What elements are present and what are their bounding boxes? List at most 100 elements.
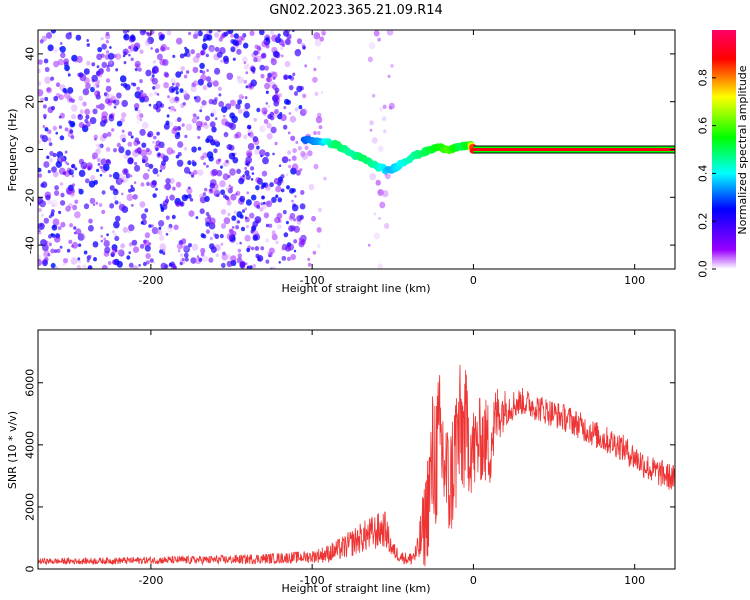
noise-blob: [307, 150, 313, 157]
noise-blob: [206, 69, 209, 72]
noise-blob: [378, 190, 382, 194]
noise-blob: [308, 183, 315, 191]
noise-blob: [74, 199, 79, 204]
noise-blob: [220, 189, 226, 195]
noise-blob: [192, 80, 199, 87]
noise-blob: [251, 225, 257, 231]
noise-blob: [377, 37, 381, 42]
noise-blob: [382, 190, 389, 198]
noise-blob: [38, 89, 44, 97]
noise-blob: [237, 248, 242, 253]
noise-blob: [200, 50, 205, 56]
noise-blob: [174, 86, 179, 91]
x-tick-label: -100: [300, 574, 325, 587]
noise-blob: [225, 145, 229, 149]
noise-blob: [106, 158, 111, 164]
noise-blob: [71, 114, 77, 120]
noise-blob: [183, 52, 188, 57]
noise-blob: [187, 160, 192, 166]
noise-blob: [323, 176, 327, 181]
noise-blob: [193, 33, 198, 39]
noise-blob: [211, 126, 217, 133]
noise-blob: [261, 195, 265, 200]
noise-blob: [40, 97, 44, 102]
snr-xlabel: Height of straight line (km): [281, 582, 430, 595]
noise-blob: [274, 108, 279, 115]
noise-blob: [86, 255, 91, 261]
noise-blob: [255, 253, 260, 259]
noise-blob: [43, 252, 48, 258]
noise-blob: [250, 178, 254, 181]
noise-blob: [236, 48, 242, 55]
noise-blob: [58, 115, 62, 119]
noise-blob: [313, 67, 317, 72]
noise-blob: [199, 196, 207, 204]
noise-blob: [183, 146, 188, 151]
noise-blob: [134, 60, 141, 68]
noise-blob: [244, 234, 251, 242]
noise-blob: [65, 186, 73, 195]
noise-blob: [52, 47, 58, 53]
noise-blob: [286, 99, 291, 105]
noise-blob: [118, 203, 126, 211]
noise-blob: [67, 87, 74, 94]
noise-blob: [42, 124, 46, 129]
noise-blob: [120, 243, 125, 249]
noise-blob: [56, 248, 61, 253]
noise-blob: [79, 109, 84, 114]
noise-blob: [52, 152, 57, 158]
noise-blob: [270, 57, 275, 62]
noise-blob: [158, 226, 162, 230]
noise-blob: [94, 90, 101, 97]
noise-blob: [172, 186, 176, 191]
noise-blob: [200, 247, 206, 254]
noise-blob: [194, 30, 200, 37]
noise-blob: [313, 163, 319, 170]
noise-blob: [111, 244, 118, 251]
noise-blob: [38, 231, 42, 235]
noise-blob: [157, 152, 161, 157]
noise-blob: [38, 258, 43, 267]
noise-blob: [144, 208, 149, 213]
noise-blob: [49, 151, 54, 156]
noise-blob: [373, 30, 380, 37]
noise-blob: [130, 57, 134, 62]
noise-blob: [93, 257, 97, 262]
noise-blob: [292, 148, 297, 154]
noise-blob: [208, 45, 215, 52]
noise-blob: [260, 53, 266, 59]
noise-blob: [278, 164, 282, 167]
noise-blob: [171, 149, 176, 154]
noise-blob: [132, 246, 140, 254]
noise-blob: [103, 92, 108, 96]
noise-blob: [77, 259, 82, 264]
noise-blob: [138, 151, 142, 155]
noise-blob: [274, 90, 279, 95]
noise-blob: [38, 254, 42, 261]
noise-blob: [113, 105, 117, 109]
noise-blob: [127, 30, 130, 33]
noise-blob: [220, 165, 223, 169]
noise-blob: [121, 179, 124, 183]
noise-blob: [291, 163, 299, 171]
noise-blob: [128, 262, 134, 268]
noise-blob: [145, 69, 152, 77]
noise-blob: [218, 93, 222, 97]
colorbar-tick-label: 0.8: [697, 69, 710, 87]
noise-blob: [271, 34, 278, 42]
noise-blob: [133, 46, 139, 52]
y-tick-label: 4000: [24, 431, 37, 459]
noise-blob: [109, 60, 113, 65]
noise-blob: [109, 185, 115, 191]
noise-blob: [246, 247, 251, 253]
noise-blob: [118, 146, 125, 154]
noise-blob: [171, 127, 178, 135]
noise-blob: [161, 160, 166, 166]
colorbar-tick-label: 0.6: [697, 117, 710, 135]
noise-blob: [215, 253, 219, 257]
noise-blob: [95, 148, 101, 155]
noise-blob: [183, 245, 190, 253]
noise-blob: [160, 262, 167, 269]
noise-blob: [59, 45, 66, 53]
